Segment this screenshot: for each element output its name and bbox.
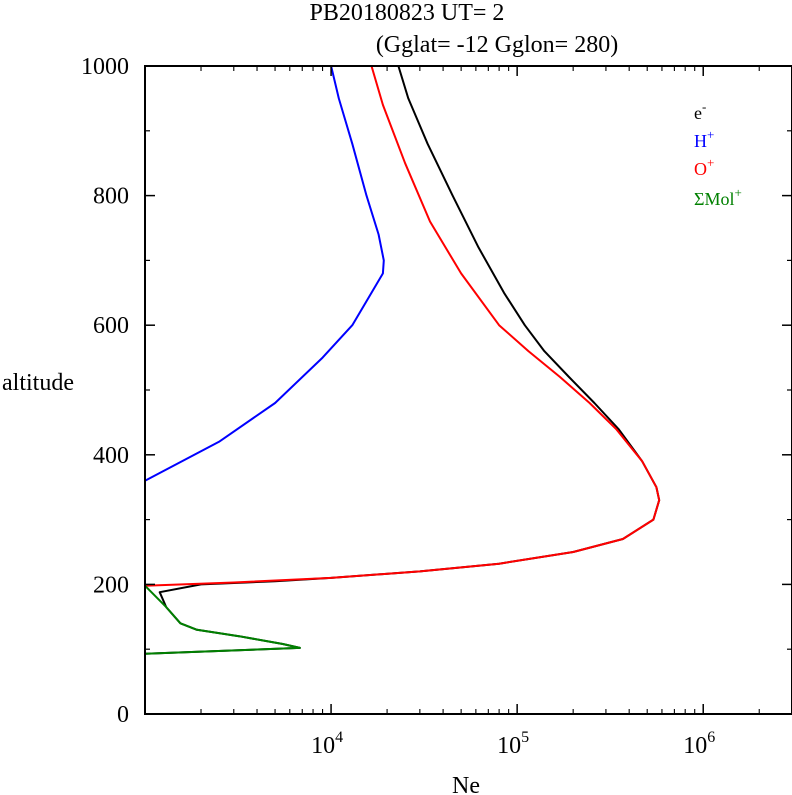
y-tick-label: 0 [117, 702, 129, 728]
series-line-h [145, 66, 385, 482]
legend: e-H+O+ΣMol+ [694, 99, 742, 209]
chart-subtitle: (Gglat= -12 Gglon= 280) [376, 32, 618, 58]
x-tick-label: 104 [311, 729, 343, 759]
legend-superscript: - [702, 99, 706, 114]
series-line-o [145, 66, 661, 587]
legend-superscript: + [734, 185, 741, 200]
axes-layer: 0 200 400 600 800 1000 104 105 106 [81, 54, 792, 759]
y-tick-label: 1000 [81, 54, 129, 80]
legend-superscript: + [707, 127, 714, 142]
y-tick-label: 600 [93, 313, 129, 339]
x-tick-exponent: 5 [521, 729, 529, 746]
y-axis-label: altitude [2, 370, 74, 396]
y-tick-label: 200 [93, 572, 129, 598]
y-tick-label: 800 [93, 184, 129, 210]
chart-title: PB20180823 UT= 2 [310, 0, 505, 26]
y-tick-label: 400 [93, 443, 129, 469]
legend-superscript: + [707, 155, 714, 170]
series-layer [145, 66, 661, 655]
x-tick-label: 106 [683, 729, 715, 759]
x-tick-exponent: 6 [707, 729, 715, 746]
plot-background [145, 66, 792, 714]
x-axis-label: Ne [452, 773, 480, 795]
legend-entry: ΣMol+ [694, 185, 742, 209]
x-tick-label: 105 [497, 729, 529, 759]
series-line-mol [145, 584, 301, 655]
x-tick-exponent: 4 [335, 729, 343, 746]
plot-area [145, 66, 792, 714]
